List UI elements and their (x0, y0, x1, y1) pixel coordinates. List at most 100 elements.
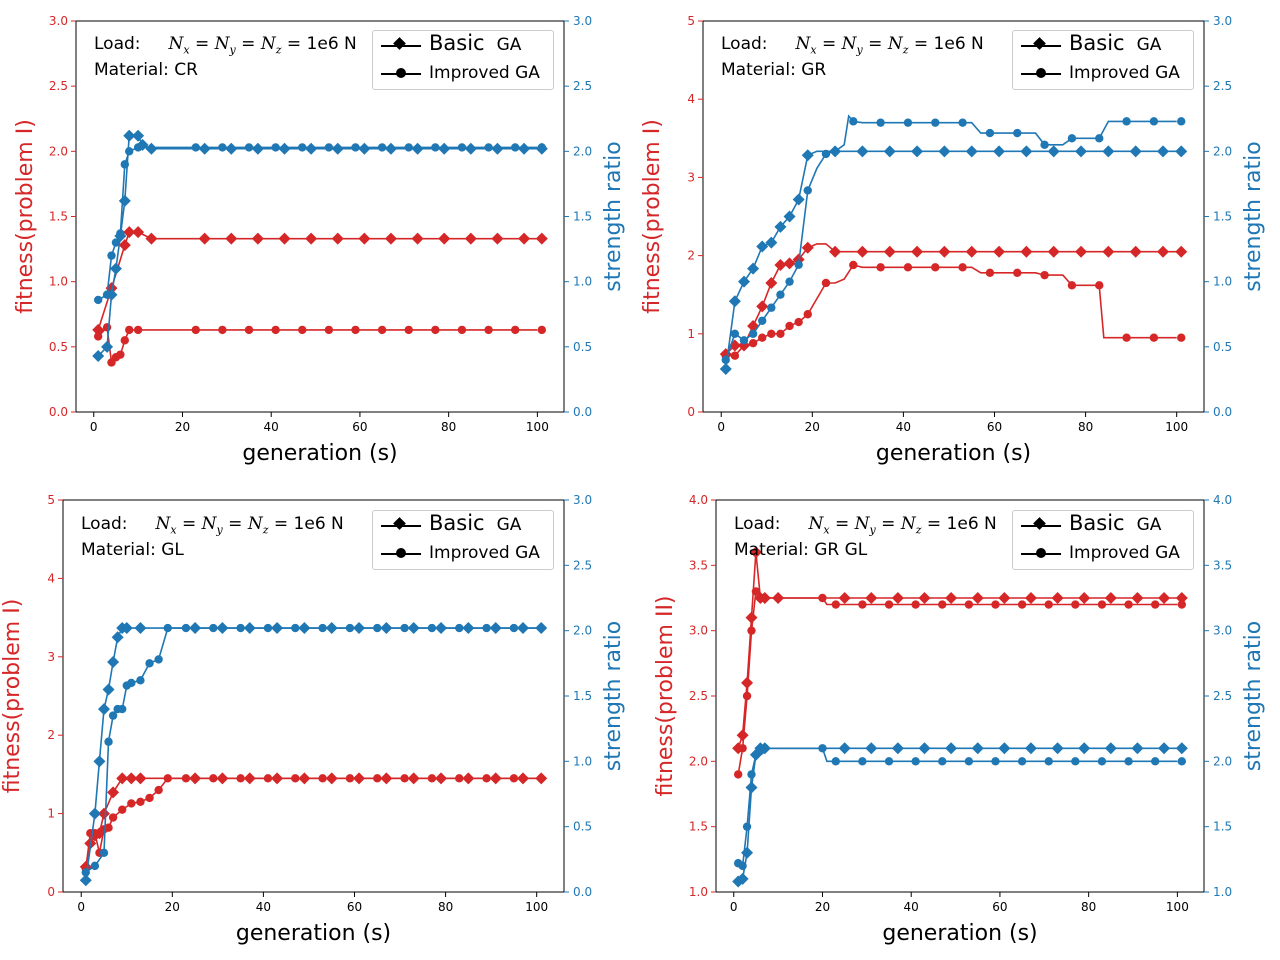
panel-3-y2tick-label: 0.5 (573, 820, 592, 834)
panel-2-marker-improved-right (785, 277, 794, 286)
panel-3-marker-improved-right (455, 623, 464, 633)
panel-2-marker-improved-left (985, 268, 995, 278)
panel-1-marker-basic-left (251, 232, 264, 245)
panel-4-marker-basic-left (1131, 592, 1144, 604)
panel-2-xtick-label: 80 (1078, 420, 1093, 434)
panel-1-marker-improved-right (107, 251, 116, 260)
panel-2-marker-improved-right (876, 118, 885, 127)
panel-2-marker-improved-left (931, 263, 940, 272)
panel-2-marker-improved-right (794, 260, 803, 269)
panel-2-marker-basic-right (737, 275, 750, 288)
panel-3-marker-basic-right (88, 807, 101, 820)
panel-4-marker-basic-right (1104, 742, 1117, 755)
panel-1-ytick-label: 3.0 (49, 14, 68, 28)
panel-4-marker-improved-left (1044, 600, 1053, 609)
panel-4-marker-basic-left (998, 592, 1011, 604)
legend-diamond-icon (393, 517, 406, 530)
panel-4-marker-improved-right (1044, 757, 1053, 766)
panel-1-marker-improved-left (511, 325, 520, 335)
panel-2-marker-basic-right (1102, 145, 1115, 158)
panel-4-xtick-label: 80 (1081, 900, 1096, 914)
panel-2-y2tick-label: 0.5 (1213, 340, 1232, 354)
panel-1-marker-basic-right (518, 142, 531, 155)
panel-3-marker-improved-right (99, 848, 109, 857)
panel-2-material-annotation: Material: GR (721, 60, 826, 80)
legend-row-basic: Basic GA (373, 511, 553, 537)
panel-4-ytick-label: 1.5 (689, 820, 708, 834)
legend-basic-ga: GA (496, 35, 522, 55)
panel-4-marker-basic-left (1158, 592, 1171, 604)
panel-3-ytick-label: 0 (47, 885, 55, 899)
panel-2-marker-improved-right (1067, 134, 1077, 143)
legend-row-improved: Improved GA (373, 61, 553, 85)
panel-4-series-improved-right (733, 744, 1187, 871)
panel-2-marker-improved-left (849, 260, 858, 270)
panel-1-y2tick-label: 2.5 (573, 79, 592, 93)
panel-2-legend: Basic GA Improved GA (1012, 30, 1194, 90)
panel-1-marker-improved-left (102, 323, 112, 332)
panel-1-ytick-label: 2.5 (49, 79, 68, 93)
panel-4-marker-improved-left (991, 600, 1000, 609)
panel-2-marker-basic-right (774, 220, 787, 233)
panel-4-marker-improved-left (858, 600, 867, 609)
panel-4-marker-basic-right (838, 742, 851, 755)
panel-2-xtick-label: 40 (896, 420, 911, 434)
panel-1-ylabel: fitness(problem I) (13, 119, 38, 314)
panel-4-marker-basic-right (971, 742, 984, 755)
panel-3-ytick-label: 3 (47, 650, 55, 664)
panel-2-marker-improved-left (785, 321, 794, 331)
panel-4-marker-basic-right (1024, 742, 1037, 755)
panel-4-marker-improved-left (751, 587, 761, 596)
panel-4-load-annotation: Load: Nx = Ny = Nz = 1e6 N (734, 514, 997, 536)
panel-4-ytick-label: 2.0 (689, 754, 708, 768)
panel-2-marker-improved-right (730, 329, 740, 338)
panel-4-y2tick-label: 2.0 (1213, 754, 1232, 768)
panel-3-marker-improved-left (537, 774, 546, 783)
legend-row-improved: Improved GA (1013, 61, 1193, 85)
panel-2-marker-basic-right (911, 145, 924, 158)
panel-1-y2label: strength ratio (601, 141, 626, 291)
panel-4-y2tick-label: 4.0 (1213, 493, 1232, 507)
legend-basic-ga: GA (1136, 515, 1162, 535)
panel-4-ytick-label: 1.0 (689, 885, 708, 899)
panel-2-marker-improved-right (849, 117, 858, 126)
load-equation: Nx = Ny = Nz (795, 34, 909, 57)
panel-2-marker-improved-right (903, 118, 913, 127)
panel-1-marker-improved-right (93, 295, 103, 305)
panel-1-ytick-label: 1.0 (49, 275, 68, 289)
panel-1-marker-basic-right (123, 129, 136, 142)
legend-diamond-icon (1033, 37, 1046, 50)
panel-1-xtick-label: 40 (264, 420, 279, 434)
panel-3-marker-basic-left (97, 807, 110, 820)
material-prefix: Material: (94, 60, 169, 80)
panel-4-marker-basic-left (945, 592, 958, 604)
panel-4-marker-improved-left (1097, 600, 1107, 609)
panel-2-marker-basic-left (1102, 245, 1115, 258)
panel-3-marker-improved-left (291, 774, 300, 783)
panel-1-marker-improved-right (125, 147, 134, 156)
panel-2-marker-basic-left (1075, 245, 1088, 258)
panel-1-load-annotation: Load: Nx = Ny = Nz = 1e6 N (94, 34, 357, 56)
panel-3-marker-improved-right (127, 678, 136, 688)
panel-1-marker-improved-right (431, 143, 440, 152)
panel-4-ytick-label: 2.5 (689, 689, 708, 703)
panel-3-y2tick-label: 2.0 (573, 624, 592, 638)
panel-4-marker-basic-right (918, 742, 931, 755)
panel-1-line-basic-left (97, 231, 538, 331)
panel-2-marker-improved-right (1177, 117, 1186, 126)
panel-1-marker-improved-left (133, 325, 143, 335)
panel-2-xtick-label: 100 (1165, 420, 1188, 434)
panel-2-marker-basic-left (883, 245, 896, 258)
panel-4-marker-improved-right (1124, 757, 1133, 766)
panel-4-marker-basic-left (838, 592, 851, 604)
panel-2-marker-improved-right (767, 303, 776, 312)
panel-1-marker-basic-left (518, 232, 531, 245)
panel-3-series-basic-left (79, 772, 548, 873)
panel-3-marker-improved-right (373, 623, 382, 633)
panel-1-marker-basic-left (123, 226, 136, 239)
panel-4-ytick-label: 3.0 (689, 624, 708, 638)
panel-2-series-basic-right (719, 145, 1188, 375)
panel-2-marker-improved-left (1177, 333, 1186, 342)
panel-2-marker-basic-right (1175, 145, 1188, 158)
panel-4-marker-basic-right (736, 872, 749, 885)
